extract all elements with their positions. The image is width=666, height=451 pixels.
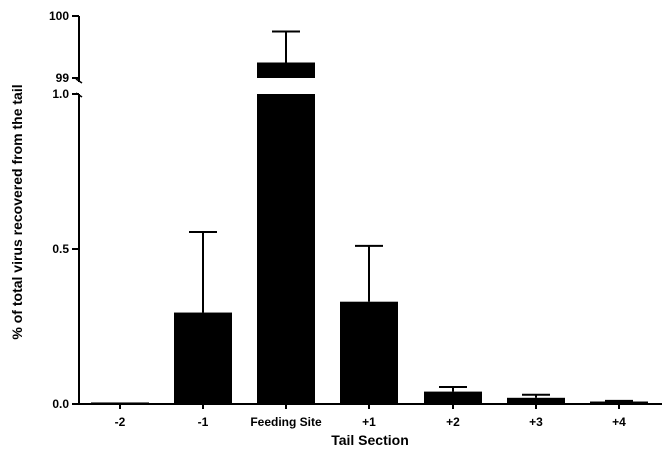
bars <box>91 62 648 404</box>
bar-upper-segment <box>257 62 315 78</box>
y-tick-label: 99 <box>56 71 70 85</box>
bar <box>424 391 482 404</box>
x-axis-title: Tail Section <box>331 432 409 448</box>
x-tick-label: -2 <box>115 415 126 429</box>
y-tick-label: 0.5 <box>52 242 69 256</box>
x-tick-label: +4 <box>612 415 626 429</box>
x-tick-label: +1 <box>362 415 376 429</box>
y-tick-labels: 0.0 0.5 1.0 99 100 <box>49 9 69 411</box>
y-tick-label: 100 <box>49 9 69 23</box>
bar <box>257 94 315 404</box>
y-axis-break-mark <box>75 78 83 84</box>
bar <box>340 301 398 404</box>
bar <box>507 397 565 404</box>
bar <box>174 312 232 404</box>
y-axis-title: % of total virus recovered from the tail <box>9 84 25 339</box>
error-bars <box>189 30 633 402</box>
y-tick-label: 1.0 <box>52 87 69 101</box>
x-tick-label: Feeding Site <box>250 415 322 429</box>
x-tick-label: -1 <box>198 415 209 429</box>
x-tick-label: +2 <box>446 415 460 429</box>
y-tick-label: 0.0 <box>52 397 69 411</box>
bar <box>91 402 149 404</box>
x-tick-label: +3 <box>529 415 543 429</box>
x-tick-labels: -2 -1 Feeding Site +1 +2 +3 +4 <box>115 415 627 429</box>
bar <box>590 401 648 404</box>
